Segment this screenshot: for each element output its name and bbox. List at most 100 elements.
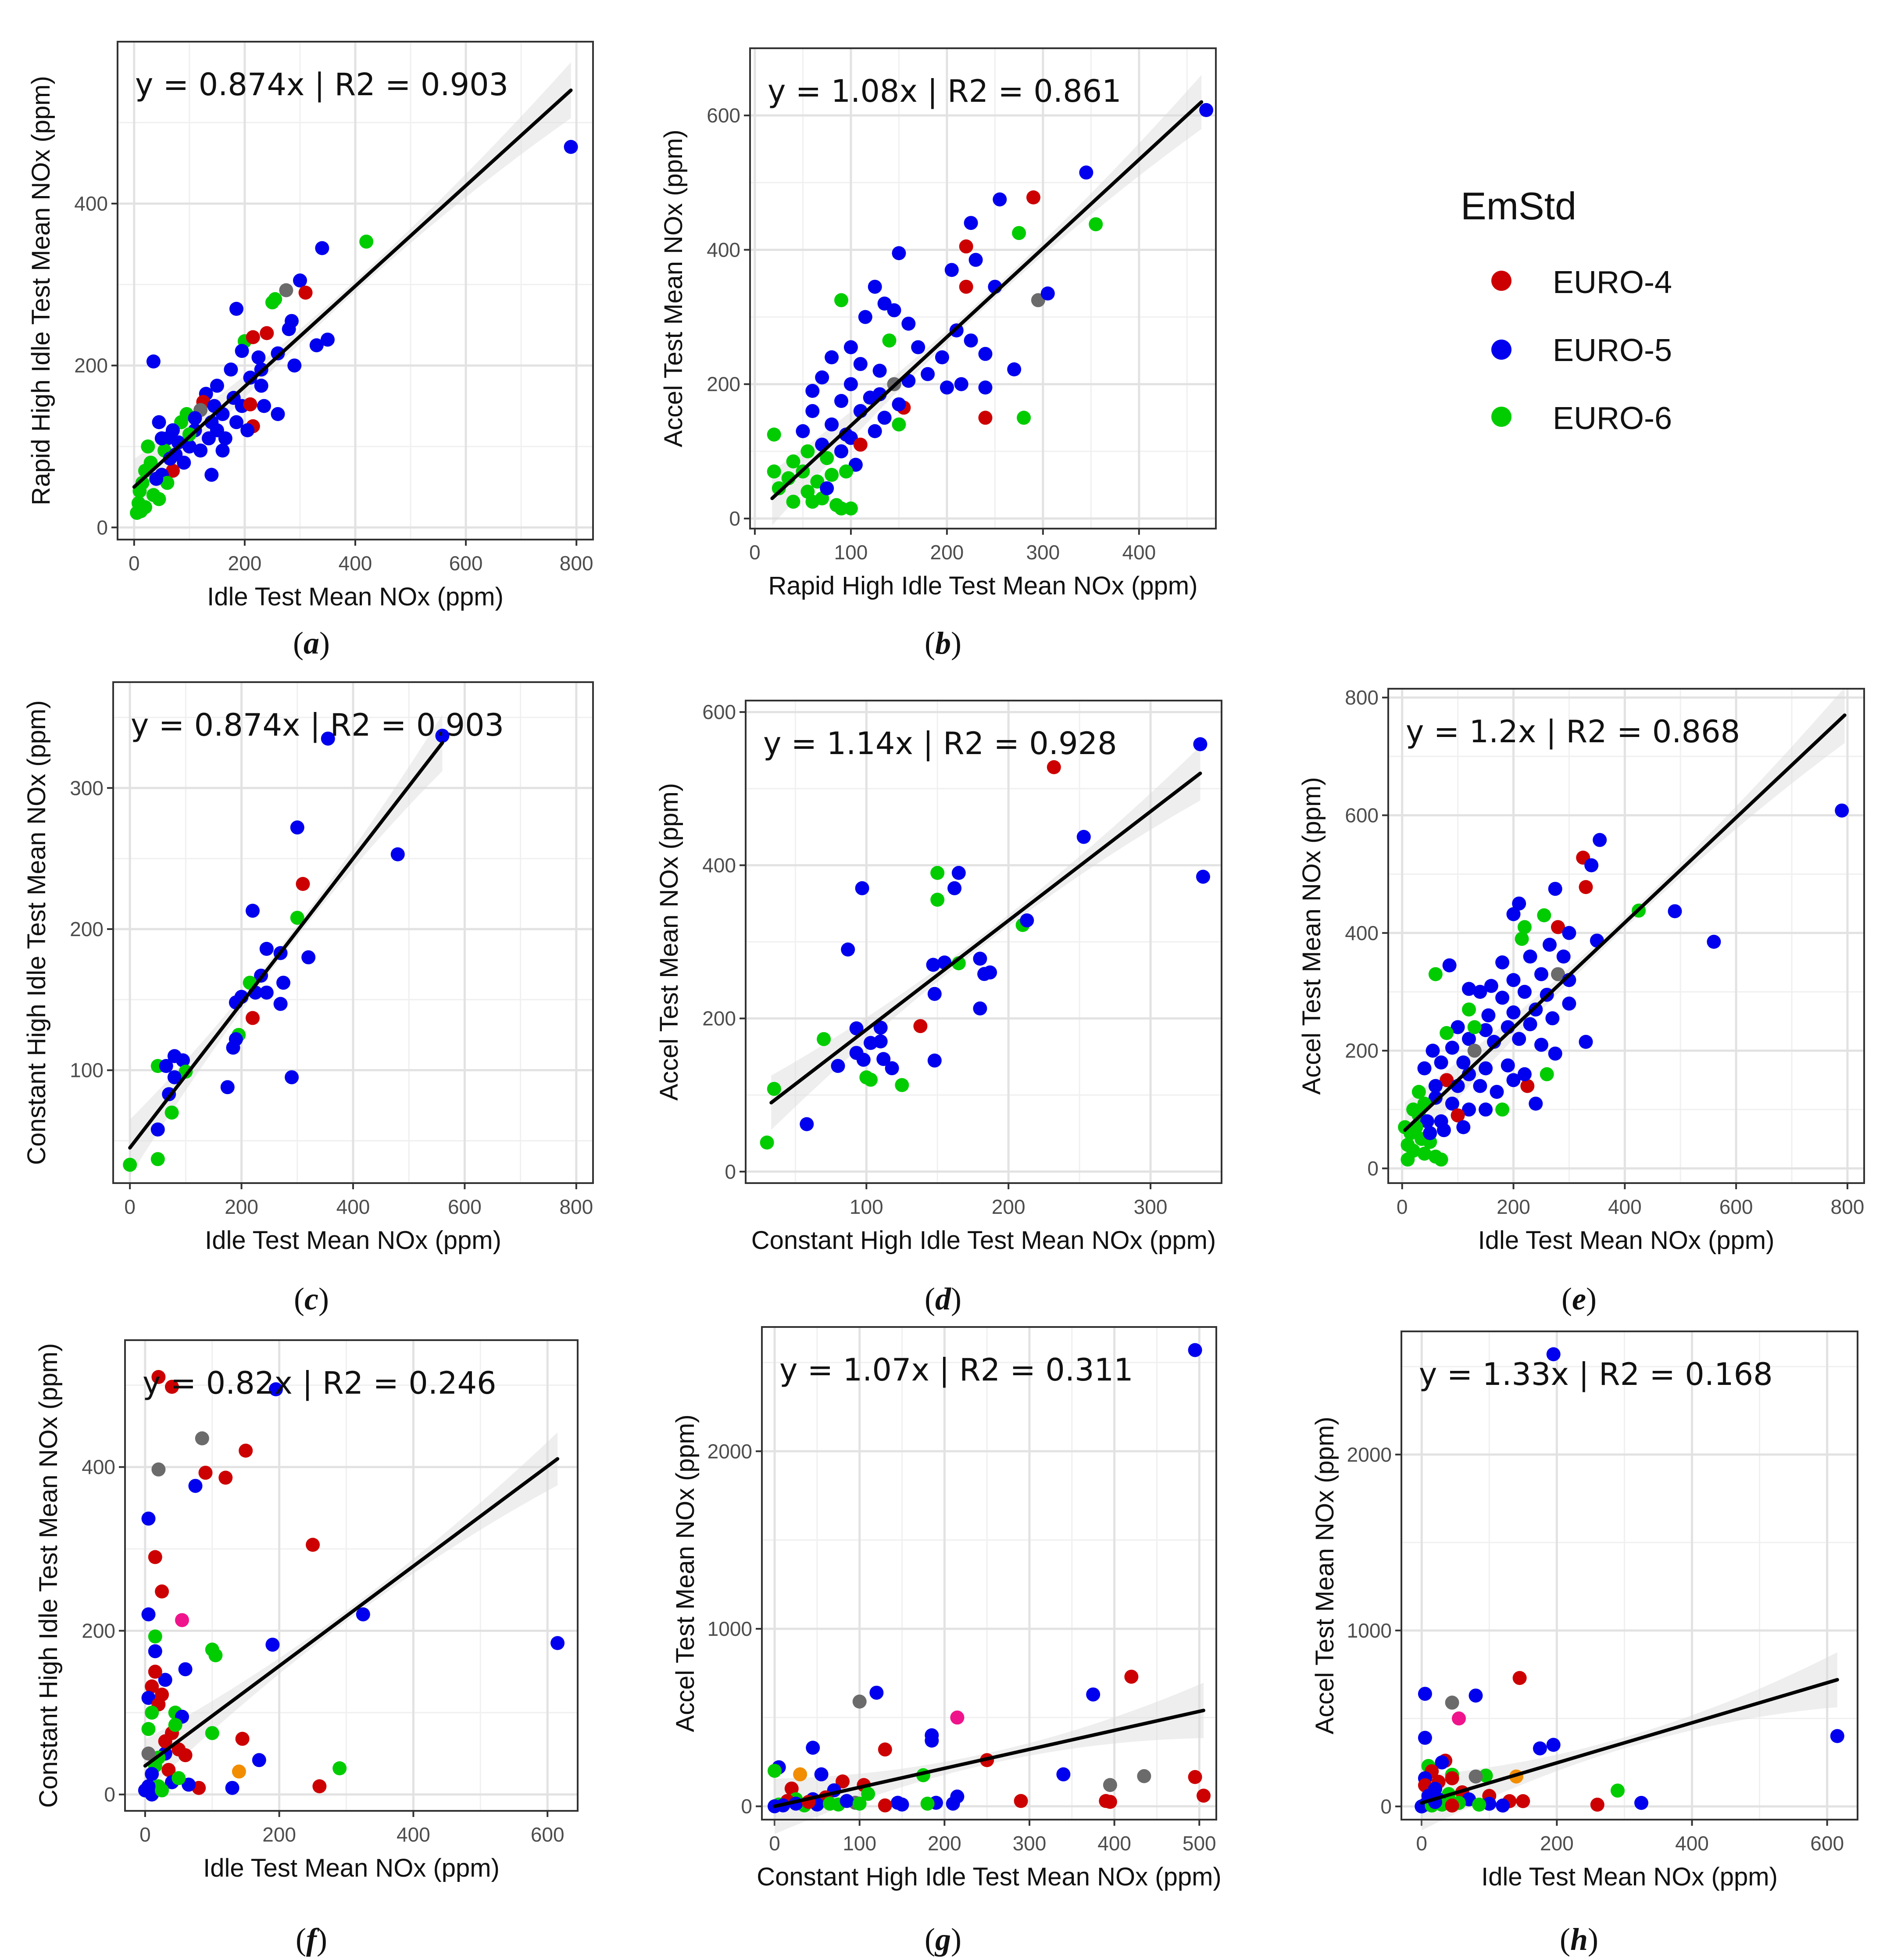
data-point [246,1011,260,1025]
data-point [257,399,271,413]
regression-line [773,1709,1205,1808]
data-point [390,847,405,862]
equation-annotation: y = 1.2x | R2 = 0.868 [1406,714,1740,750]
data-points [760,737,1210,1150]
data-point [1490,1085,1504,1099]
data-point [947,881,962,895]
data-point [861,1787,875,1801]
x-tick-label: 100 [850,1195,883,1218]
legend-label-euro-4: EURO-4 [1553,265,1672,300]
chart-panel-d: 100 200 300 0 200 400 600 y = 1.14x | R2 = 0.92… [655,700,1222,1316]
chart-panel-a: 0 200 400 600 800 0 200 400 y = 0.874x | R2 = 0.… [27,41,594,661]
data-point [141,439,155,454]
data-point [1517,985,1532,999]
data-point [312,1779,327,1793]
data-point [290,911,304,925]
data-point [1534,967,1548,981]
data-point [786,494,800,509]
data-point [853,437,868,452]
y-tick-label: 0 [104,1783,115,1806]
data-point [1445,1771,1459,1785]
x-tick-label: 0 [1416,1832,1427,1855]
data-point [1462,982,1476,996]
chart-panel-h: 0 200 400 600 0 1000 2000 y = 1.33x | R2 = 0.16… [1311,1331,1858,1957]
panels: 0 200 400 600 800 0 200 400 y = 0.874x | R2 = 0.… [22,41,1865,1957]
data-point [175,1613,189,1627]
panel-caption: (g) [925,1922,961,1957]
data-point [964,333,978,348]
x-axis-label: Idle Test Mean NOx (ppm) [207,583,504,611]
data-point [141,1691,156,1705]
data-point [839,464,853,479]
data-point [820,451,834,465]
data-point [927,987,942,1001]
plot-border [112,681,594,1184]
data-point [882,333,897,348]
data-point [1428,967,1443,981]
data-point [793,1767,808,1781]
data-point [873,1020,888,1035]
caption-letter: a [304,626,319,661]
x-tick-label: 300 [1134,1195,1168,1218]
data-point [154,431,169,446]
x-tick-label: 0 [139,1823,151,1846]
equation-annotation: y = 1.07x | R2 = 0.311 [779,1352,1133,1388]
data-point [1506,1005,1521,1019]
y-axis-label: Constant High Idle Test Mean NOx (ppm) [34,1343,63,1808]
x-tick-label: 200 [228,552,262,575]
data-point [1086,1687,1101,1702]
data-point [973,951,987,966]
data-point [1473,985,1487,999]
data-point [1479,1023,1493,1037]
data-point [1423,1126,1437,1140]
data-point [1417,1061,1432,1076]
data-point [1634,1795,1648,1810]
data-point [141,1511,156,1526]
plot-area [1401,1331,1858,1820]
data-point [829,498,844,512]
data-point [1434,1055,1448,1069]
data-point [1546,1738,1561,1752]
data-point [240,423,255,437]
data-point [279,283,293,297]
data-point [767,427,781,442]
data-point [224,362,238,377]
data-point [188,411,202,426]
data-point [855,881,869,895]
data-point [920,1796,935,1811]
regression-line [132,88,573,489]
regression-line [769,771,1202,1105]
data-point [155,1584,169,1599]
data-point [252,1753,266,1767]
y-axis-label: Accel Test Mean NOx (ppm) [659,129,688,447]
data-point [1835,803,1849,818]
data-point [825,468,839,482]
data-point [805,494,820,509]
data-point [1451,1108,1465,1123]
y-tick-label: 300 [70,776,104,799]
data-point [1551,920,1565,934]
data-point [1495,955,1510,969]
data-point [1506,907,1521,921]
caption-paren-open: ( [296,1922,306,1957]
data-point [1479,1768,1493,1783]
data-point [268,292,282,306]
data-point [1014,1794,1028,1808]
data-point [1440,1026,1454,1040]
legend-item-euro-6: EURO-6 [1491,401,1672,436]
caption-letter: e [1572,1281,1586,1316]
x-tick-label: 300 [1013,1832,1047,1855]
data-point [930,866,945,880]
data-point [178,1748,193,1763]
data-point [1529,1096,1543,1111]
panel-caption: (e) [1561,1281,1597,1316]
data-point [1103,1795,1117,1809]
data-point [1188,1770,1202,1784]
caption-paren-open: ( [925,626,935,661]
data-point [123,1158,137,1172]
equation-annotation: y = 1.33x | R2 = 0.168 [1419,1356,1773,1392]
data-point [1512,1032,1526,1046]
plot-border [124,1339,579,1812]
data-point [1079,165,1093,180]
